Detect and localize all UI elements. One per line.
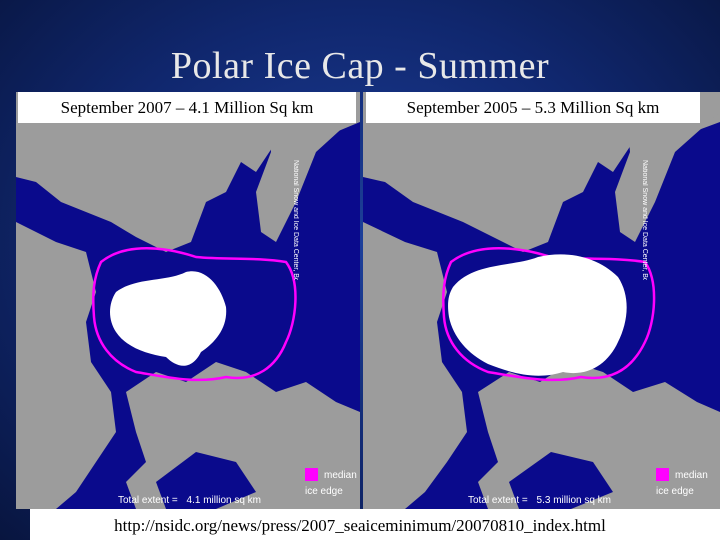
- total-extent-label: Total extent =: [118, 495, 178, 506]
- sea-ice-map-2005: [363, 92, 720, 509]
- legend-label-ice-edge: ice edge: [305, 486, 343, 497]
- legend-label-median: median: [324, 470, 357, 481]
- slide-title: Polar Ice Cap - Summer: [170, 45, 550, 87]
- sea-ice-map-2007: [16, 92, 360, 509]
- url-bar: [30, 509, 720, 540]
- map-caption-2007: September 2007 – 4.1 Million Sq km: [18, 92, 356, 123]
- map-caption-2005: September 2005 – 5.3 Million Sq km: [366, 92, 700, 123]
- total-extent-label: Total extent =: [468, 495, 528, 506]
- total-extent-2005: Total extent = 5.3 million sq km: [468, 495, 611, 506]
- total-extent-2007: Total extent = 4.1 million sq km: [118, 495, 261, 506]
- source-url: http://nsidc.org/news/press/2007_seaicem…: [114, 516, 606, 535]
- total-extent-value: 5.3 million sq km: [536, 495, 612, 506]
- map-credit-2005: National Snow and Ice Data Center, Bould…: [641, 160, 648, 280]
- legend-label-ice-edge: ice edge: [656, 486, 694, 497]
- map-credit-2007: National Snow and Ice Data Center, Bould…: [292, 160, 299, 280]
- median-edge-swatch: [305, 468, 318, 481]
- legend-label-median: median: [675, 470, 708, 481]
- total-extent-value: 4.1 million sq km: [186, 495, 262, 506]
- median-edge-swatch: [656, 468, 669, 481]
